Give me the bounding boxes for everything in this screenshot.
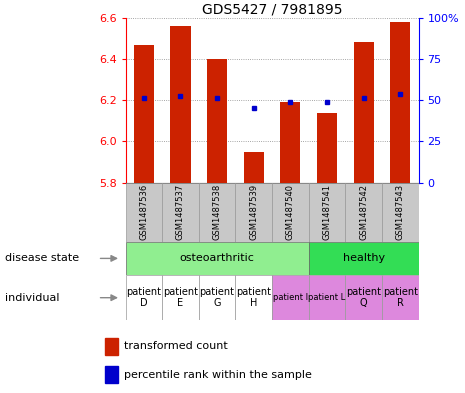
Text: GSM1487542: GSM1487542	[359, 184, 368, 240]
Title: GDS5427 / 7981895: GDS5427 / 7981895	[202, 2, 342, 17]
Bar	[162, 183, 199, 242]
Bar	[345, 183, 382, 242]
Bar	[382, 275, 418, 320]
Bar	[235, 183, 272, 242]
Bar	[199, 183, 235, 242]
Bar	[106, 338, 118, 355]
Text: osteoarthritic: osteoarthritic	[179, 253, 254, 263]
Text: individual: individual	[5, 293, 59, 303]
Bar	[126, 183, 162, 242]
Text: patient
R: patient R	[383, 287, 418, 309]
Bar	[106, 366, 118, 384]
Bar	[272, 275, 309, 320]
Text: patient
Q: patient Q	[346, 287, 381, 309]
Text: GSM1487540: GSM1487540	[286, 184, 295, 240]
Text: GSM1487537: GSM1487537	[176, 184, 185, 241]
Bar	[345, 275, 382, 320]
Text: patient I: patient I	[273, 293, 308, 302]
Text: GSM1487543: GSM1487543	[396, 184, 405, 240]
Bar	[272, 183, 309, 242]
Bar	[162, 275, 199, 320]
Text: GSM1487541: GSM1487541	[322, 184, 332, 240]
Bar	[134, 44, 154, 183]
Bar	[235, 275, 272, 320]
Bar	[353, 42, 374, 183]
Text: GSM1487538: GSM1487538	[213, 184, 222, 241]
Text: healthy: healthy	[343, 253, 385, 263]
Text: transformed count: transformed count	[125, 342, 228, 351]
Bar	[199, 275, 235, 320]
Text: patient
E: patient E	[163, 287, 198, 309]
Bar	[309, 242, 418, 275]
Bar	[309, 275, 345, 320]
Bar	[244, 152, 264, 183]
Text: GSM1487536: GSM1487536	[140, 184, 148, 241]
Bar	[170, 26, 191, 183]
Text: percentile rank within the sample: percentile rank within the sample	[125, 370, 312, 380]
Text: patient
H: patient H	[236, 287, 271, 309]
Bar	[280, 102, 300, 183]
Text: disease state: disease state	[5, 253, 79, 263]
Bar	[309, 183, 345, 242]
Text: GSM1487539: GSM1487539	[249, 184, 258, 240]
Bar	[207, 59, 227, 183]
Bar	[382, 183, 418, 242]
Text: patient
D: patient D	[126, 287, 161, 309]
Bar	[126, 275, 162, 320]
Bar	[390, 22, 410, 183]
Bar	[126, 242, 309, 275]
Bar	[317, 112, 337, 183]
Text: patient L: patient L	[308, 293, 345, 302]
Text: patient
G: patient G	[199, 287, 235, 309]
